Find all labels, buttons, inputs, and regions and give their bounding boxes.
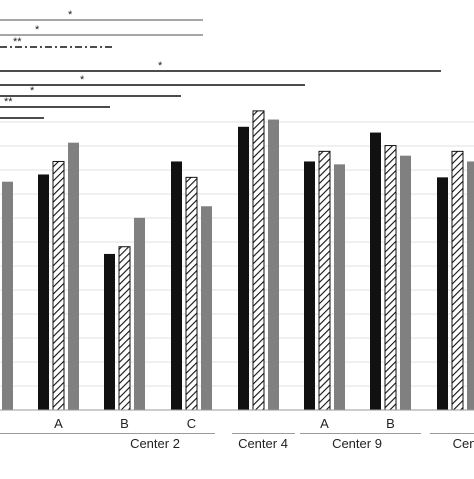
bar (38, 174, 49, 410)
center-label: Center 9 (332, 436, 382, 451)
tick-label: C (187, 416, 196, 431)
center-label: Cente (453, 436, 474, 451)
bar (437, 177, 448, 410)
bar (268, 119, 279, 411)
center-label: Center 2 (130, 436, 180, 451)
significance-label: ** (13, 36, 22, 48)
bar (171, 161, 182, 410)
bar (451, 150, 464, 411)
tick-label: A (54, 416, 63, 431)
bar (334, 164, 345, 410)
bar (185, 176, 198, 411)
significance-label: * (30, 85, 35, 97)
bar (400, 155, 411, 410)
bar (68, 142, 79, 411)
bar (467, 161, 474, 410)
significance-label: ** (4, 96, 13, 108)
bar (134, 217, 145, 410)
significance-label: * (35, 24, 40, 36)
significance-label: * (68, 9, 73, 21)
bars (2, 110, 474, 411)
bar (201, 206, 212, 410)
bar (318, 150, 331, 411)
tick-label: B (386, 416, 395, 431)
significance-label: * (80, 74, 85, 86)
bar (52, 160, 65, 411)
bar (252, 110, 265, 411)
tick-label: A (320, 416, 329, 431)
bar (118, 246, 131, 411)
bar (104, 253, 115, 410)
significance-label: * (158, 60, 163, 72)
bar (304, 161, 315, 410)
bar (384, 145, 397, 411)
bar (370, 132, 381, 410)
significance-brackets: ********* (0, 9, 441, 119)
tick-label: B (120, 416, 129, 431)
bar (2, 181, 13, 410)
bar (238, 126, 249, 410)
center-label: Center 4 (238, 436, 288, 451)
